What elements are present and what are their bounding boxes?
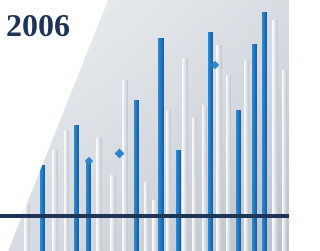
bar — [252, 44, 257, 251]
bar — [216, 45, 222, 251]
cover-graphic: 2006 — [0, 0, 289, 251]
bar — [110, 175, 116, 251]
page: 2006 (() => { const data = JSON.parse(do… — [0, 0, 289, 251]
bar — [134, 100, 139, 251]
bar — [244, 60, 249, 251]
bar — [282, 70, 287, 251]
bar — [166, 110, 171, 251]
bar — [40, 165, 45, 251]
bar — [52, 150, 58, 251]
bar — [158, 38, 164, 251]
bar — [176, 150, 181, 251]
bar — [86, 160, 91, 251]
bar — [64, 130, 69, 251]
bar — [226, 75, 231, 251]
bar — [24, 205, 30, 251]
bar — [182, 58, 188, 251]
bar — [192, 118, 197, 251]
bar — [236, 110, 241, 251]
title: 2006 — [6, 7, 70, 43]
divider-line — [0, 214, 289, 218]
bar — [122, 80, 128, 251]
bar — [152, 200, 158, 251]
bar — [96, 138, 102, 251]
bar — [202, 105, 207, 251]
bar — [74, 125, 79, 251]
